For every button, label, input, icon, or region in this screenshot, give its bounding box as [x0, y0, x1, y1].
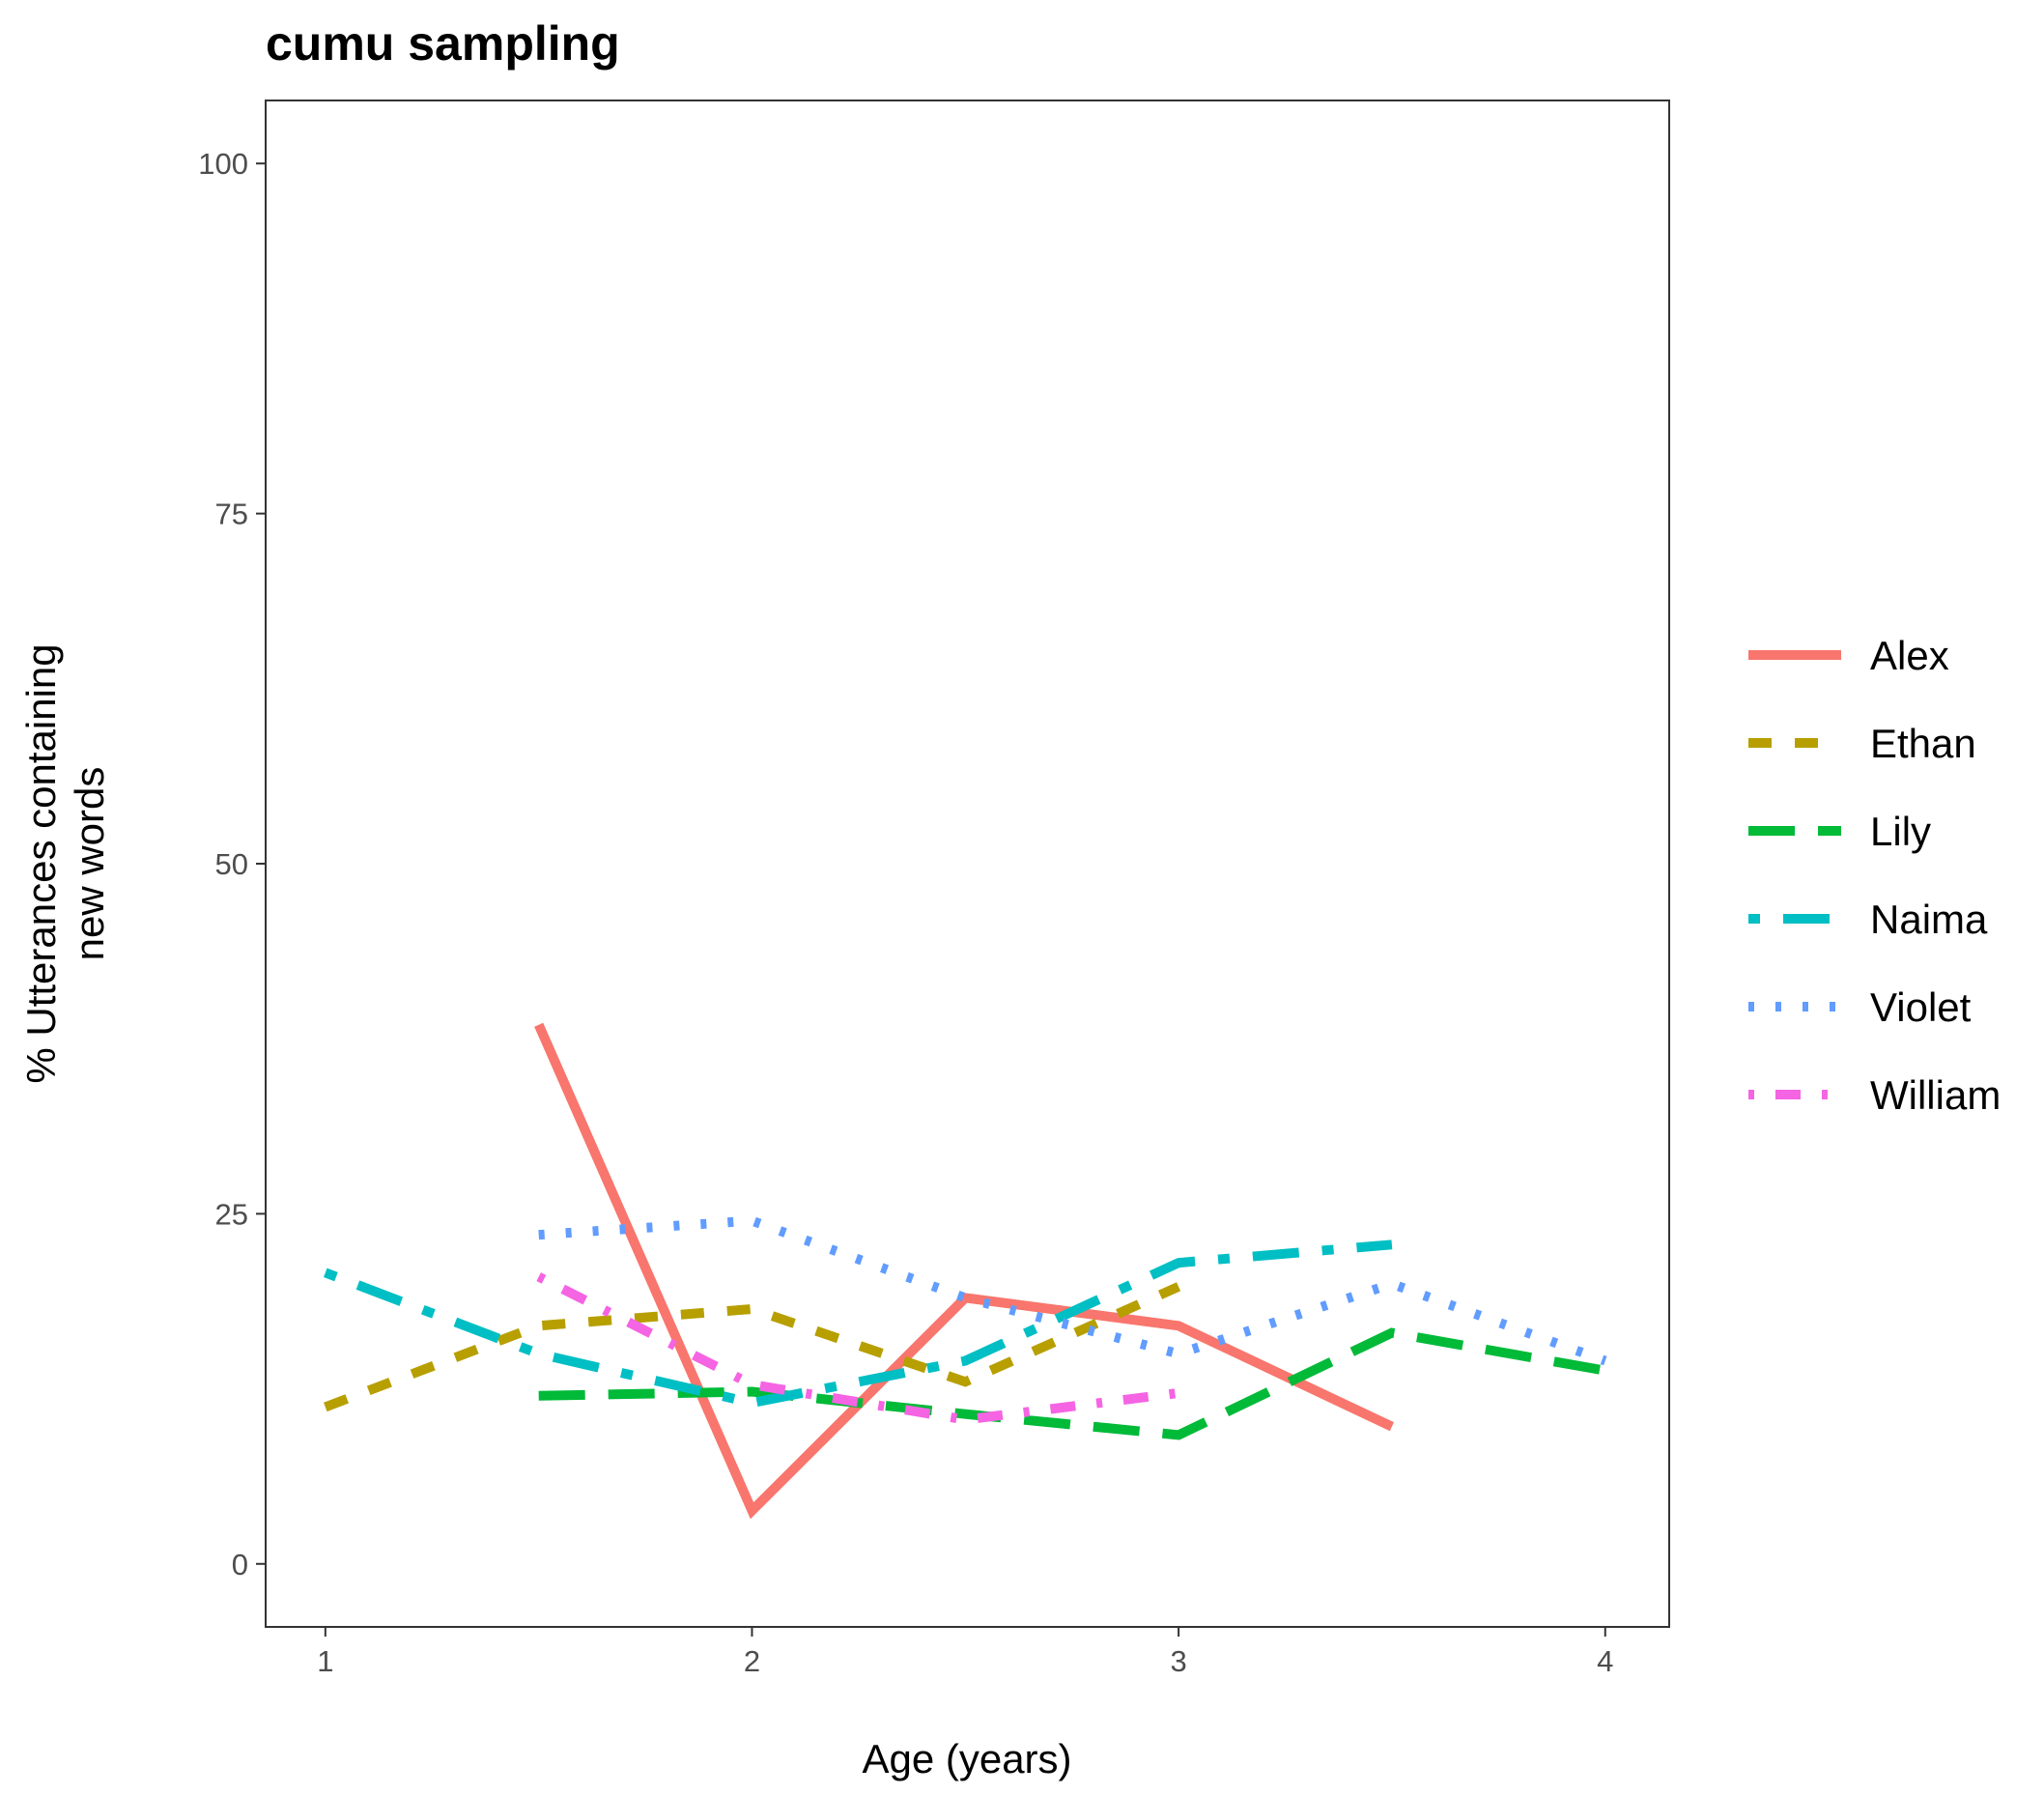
y-axis-title-line-2: new words: [67, 767, 112, 961]
y-tick-label: 50: [215, 847, 248, 881]
x-tick-label: 4: [1597, 1644, 1613, 1678]
y-tick-label: 75: [215, 498, 248, 531]
legend-label: Alex: [1870, 633, 1949, 678]
legend-item-lily: Lily: [1748, 809, 1931, 854]
legend-item-william: William: [1748, 1072, 2001, 1118]
y-tick-label: 0: [232, 1548, 248, 1581]
x-tick-label: 1: [317, 1644, 333, 1678]
legend-label: Lily: [1870, 809, 1931, 854]
legend-label: Ethan: [1870, 721, 1976, 766]
series-line-alex: [534, 1022, 1395, 1520]
y-axis: 0 25 50 75 100: [198, 147, 266, 1581]
legend-label: William: [1870, 1072, 2001, 1118]
series-line-ethan: [324, 1282, 1181, 1412]
legend-item-alex: Alex: [1748, 633, 1949, 678]
plot-panel: [265, 100, 1670, 1628]
legend-item-naima: Naima: [1748, 897, 1988, 942]
x-tick-label: 3: [1170, 1644, 1186, 1678]
legend-item-ethan: Ethan: [1748, 721, 1976, 766]
chart-title: cumu sampling: [266, 16, 620, 71]
y-axis-title-line-1: % Utterances containing: [18, 643, 64, 1083]
y-tick-label: 100: [198, 147, 248, 181]
series-layer: [324, 1022, 1607, 1520]
x-axis: 1 2 3 4: [317, 1627, 1613, 1678]
y-axis-title: % Utterances containing new words: [18, 643, 112, 1083]
series-line-lily: [538, 1327, 1606, 1440]
x-tick-label: 2: [744, 1644, 760, 1678]
y-tick-label: 25: [215, 1197, 248, 1231]
legend-item-violet: Violet: [1748, 984, 1972, 1030]
series-line-violet: [538, 1215, 1607, 1366]
series-line-william: [536, 1272, 1179, 1425]
legend: Alex Ethan Lily Naima Violet William: [1748, 633, 2001, 1118]
legend-label: Naima: [1870, 897, 1988, 942]
legend-label: Violet: [1870, 984, 1972, 1030]
x-axis-title: Age (years): [862, 1736, 1071, 1781]
